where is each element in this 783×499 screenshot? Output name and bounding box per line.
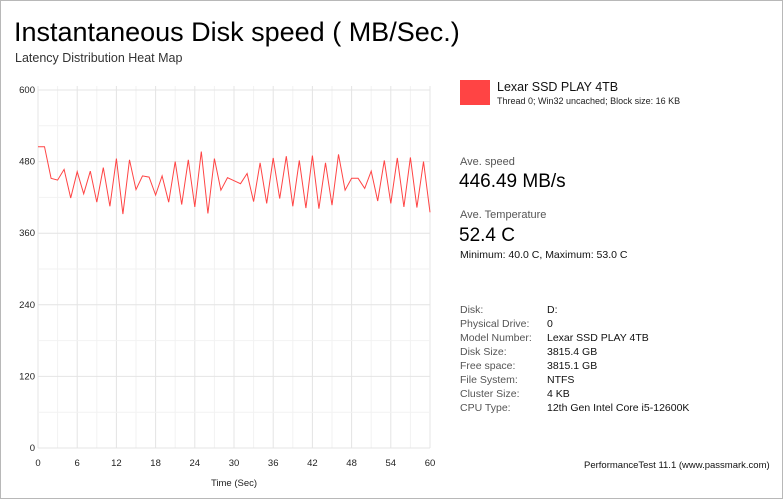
avg-speed-label: Ave. speed (460, 156, 515, 168)
y-tick-label: 120 (19, 371, 35, 382)
x-tick-label: 54 (386, 458, 397, 469)
avg-speed-value: 446.49 MB/s (459, 171, 566, 192)
footer-credit: PerformanceTest 11.1 (www.passmark.com) (584, 460, 770, 471)
info-row-file-system: File System: NTFS (460, 374, 760, 388)
info-row-physical-drive: Physical Drive: 0 (460, 318, 760, 332)
chart-subtitle: Latency Distribution Heat Map (15, 51, 183, 65)
temp-min-max: Minimum: 40.0 C, Maximum: 53.0 C (460, 249, 628, 261)
info-row-model-number: Model Number: Lexar SSD PLAY 4TB (460, 332, 760, 346)
info-key: CPU Type: (460, 402, 511, 414)
legend-series-name: Lexar SSD PLAY 4TB (497, 80, 619, 94)
info-value: 12th Gen Intel Core i5-12600K (547, 402, 690, 414)
x-tick-label: 48 (346, 458, 357, 469)
x-tick-label: 60 (425, 458, 436, 469)
info-key: Model Number: (460, 332, 532, 344)
info-key: Physical Drive: (460, 318, 530, 330)
y-tick-label: 0 (30, 443, 35, 454)
x-tick-label: 12 (111, 458, 122, 469)
x-tick-label: 6 (75, 458, 80, 469)
x-tick-label: 36 (268, 458, 279, 469)
x-tick-label: 24 (190, 458, 201, 469)
info-row-cpu-type: CPU Type: 12th Gen Intel Core i5-12600K (460, 402, 760, 416)
info-key: Cluster Size: (460, 388, 520, 400)
chart-title: Instantaneous Disk speed ( MB/Sec.) (14, 17, 460, 47)
y-tick-label: 480 (19, 157, 35, 168)
info-value: 0 (547, 318, 553, 330)
series-line-lexar-ssd-play-4tb (38, 146, 431, 215)
chart-axes: 0 6 12 18 24 30 36 42 48 54 600120240360480600Time… (19, 85, 435, 489)
info-value: 3815.1 GB (547, 360, 598, 372)
info-key: Disk Size: (460, 346, 507, 358)
info-row-disk: Disk: D: (460, 304, 760, 318)
legend-series-details: Thread 0; Win32 uncached; Block size: 16… (497, 96, 681, 106)
info-key: File System: (460, 374, 518, 386)
disk-info-table: Disk: D: Physical Drive: 0 Model Number:… (460, 304, 760, 416)
info-value: Lexar SSD PLAY 4TB (547, 332, 649, 344)
x-axis-label: Time (Sec) (211, 478, 257, 489)
avg-temp-label: Ave. Temperature (460, 209, 547, 221)
info-value: D: (547, 304, 558, 316)
chart-gridlines (37, 86, 431, 449)
y-tick-label: 240 (19, 300, 35, 311)
info-value: NTFS (547, 374, 575, 386)
x-tick-label: 18 (150, 458, 161, 469)
avg-temp-value: 52.4 C (459, 225, 515, 246)
info-key: Free space: (460, 360, 516, 372)
x-tick-label: 0 (35, 458, 40, 469)
legend-color-swatch (460, 80, 490, 105)
x-tick-label: 30 (229, 458, 240, 469)
info-key: Disk: (460, 304, 484, 316)
info-row-disk-size: Disk Size: 3815.4 GB (460, 346, 760, 360)
info-value: 4 KB (547, 388, 570, 400)
info-value: 3815.4 GB (547, 346, 598, 358)
y-tick-label: 360 (19, 228, 35, 239)
info-row-cluster-size: Cluster Size: 4 KB (460, 388, 760, 402)
x-tick-label: 42 (307, 458, 318, 469)
y-tick-label: 600 (19, 85, 35, 96)
chart-series (38, 146, 431, 215)
info-row-free-space: Free space: 3815.1 GB (460, 360, 760, 374)
